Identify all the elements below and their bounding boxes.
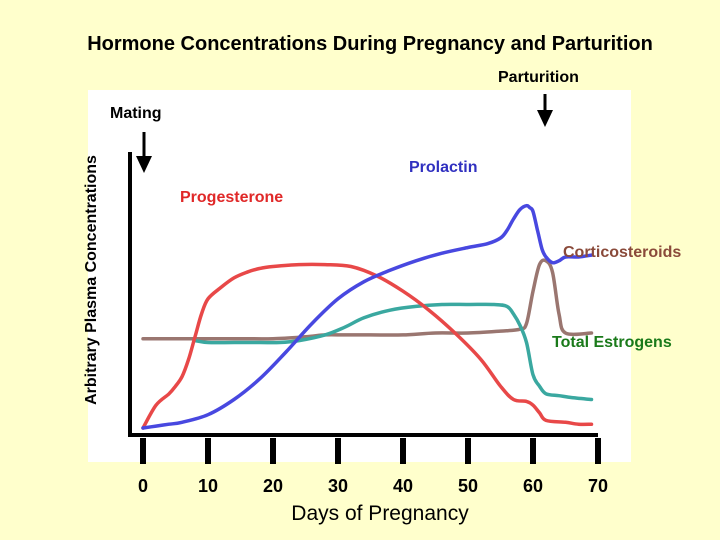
total-estrogens-label: Total Estrogens xyxy=(552,334,672,351)
series-line-progesterone xyxy=(141,262,594,430)
x-axis-title: Days of Pregnancy xyxy=(291,502,469,525)
series-line-total-estrogens xyxy=(193,302,594,402)
corticosteroids-label: Corticosteroids xyxy=(563,244,681,261)
x-tick-label-30: 30 xyxy=(328,476,348,496)
x-tick-mark-40 xyxy=(400,438,406,464)
series-line-corticosteroids xyxy=(141,258,594,341)
x-tick-mark-30 xyxy=(335,438,341,464)
series-layer xyxy=(141,203,594,430)
series-line-prolactin xyxy=(141,203,594,430)
x-tick-mark-10 xyxy=(205,438,211,464)
x-tick-label-10: 10 xyxy=(198,476,218,496)
x-tick-mark-50 xyxy=(465,438,471,464)
x-tick-mark-0 xyxy=(140,438,146,464)
x-tick-label-40: 40 xyxy=(393,476,413,496)
y-axis-title: Arbitrary Plasma Concentrations xyxy=(83,155,100,405)
parturition-arrow-icon xyxy=(537,94,553,127)
prolactin-label: Prolactin xyxy=(409,159,477,176)
x-tick-label-50: 50 xyxy=(458,476,478,496)
x-tick-label-70: 70 xyxy=(588,476,608,496)
x-tick-mark-20 xyxy=(270,438,276,464)
parturition-label: Parturition xyxy=(498,69,579,86)
x-tick-label-0: 0 xyxy=(138,476,148,496)
x-tick-mark-70 xyxy=(595,438,601,464)
mating-label: Mating xyxy=(110,105,162,122)
x-tick-label-20: 20 xyxy=(263,476,283,496)
progesterone-label: Progesterone xyxy=(180,189,283,206)
plot-background xyxy=(88,90,631,462)
x-tick-label-60: 60 xyxy=(523,476,543,496)
x-ticks: 0 10 20 30 40 50 60 70 xyxy=(138,438,608,496)
chart-title: Hormone Concentrations During Pregnancy … xyxy=(87,33,653,55)
x-tick-mark-60 xyxy=(530,438,536,464)
mating-arrow-icon xyxy=(136,132,152,173)
